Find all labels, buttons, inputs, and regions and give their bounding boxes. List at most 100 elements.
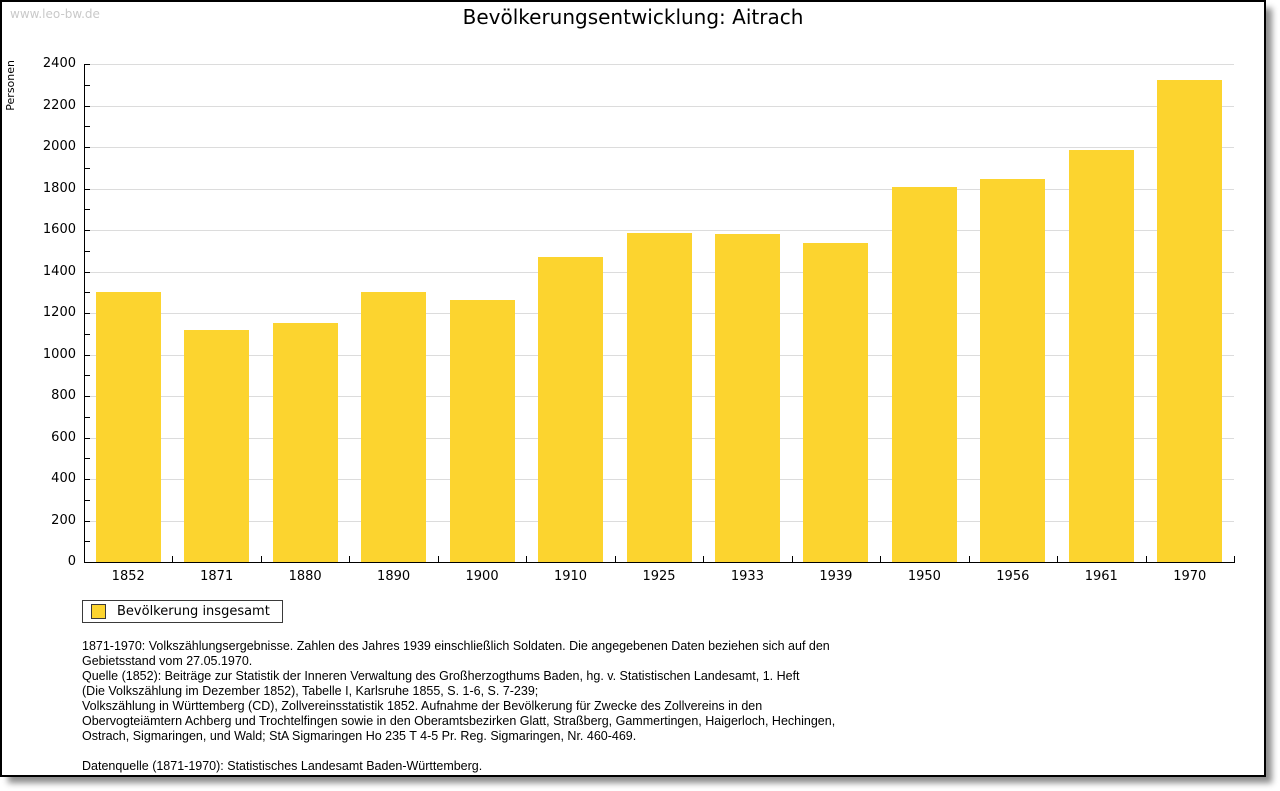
- footnote-line: Ostrach, Sigmaringen, und Wald; StA Sigm…: [82, 729, 637, 743]
- bar: [95, 292, 161, 562]
- x-tick: [703, 556, 705, 562]
- x-tick-label: 1900: [465, 569, 499, 584]
- y-tick: [85, 250, 90, 252]
- y-tick: [85, 375, 90, 377]
- y-tick: [85, 105, 90, 107]
- bar: [361, 292, 427, 562]
- y-tick-label: 400: [51, 471, 76, 486]
- footnote-line: 1871-1970: Volkszählungsergebnisse. Zahl…: [82, 639, 830, 653]
- y-tick: [85, 126, 90, 128]
- bar: [538, 256, 604, 562]
- x-tick: [968, 556, 970, 562]
- y-tick: [85, 396, 90, 397]
- y-tick: [85, 64, 90, 65]
- y-tick: [85, 84, 90, 86]
- legend-label: Bevölkerung insgesamt: [117, 604, 270, 619]
- grid-line: [84, 188, 1234, 190]
- y-tick-label: 1800: [42, 180, 76, 196]
- y-tick-label: 1200: [42, 305, 76, 320]
- x-tick-label: 1890: [377, 569, 411, 584]
- x-tick-label: 1933: [730, 569, 764, 584]
- y-tick: [85, 479, 90, 480]
- x-tick: [1057, 556, 1059, 562]
- x-tick-label: 1852: [111, 569, 145, 584]
- bar: [626, 232, 692, 562]
- x-tick-label: 1961: [1084, 569, 1118, 584]
- y-axis-line: [84, 64, 85, 563]
- y-tick: [85, 313, 90, 314]
- y-tick: [85, 209, 90, 211]
- footnote-line: Quelle (1852): Beiträge zur Statistik de…: [82, 669, 800, 683]
- y-tick-label: 800: [51, 388, 76, 403]
- footnote-lines: 1871-1970: Volkszählungsergebnisse. Zahl…: [82, 639, 942, 744]
- y-tick-label: 600: [51, 429, 76, 445]
- y-tick: [85, 292, 90, 294]
- bar: [449, 299, 515, 562]
- footnote-line: Volkszählung in Württemberg (CD), Zollve…: [82, 699, 763, 713]
- x-tick: [880, 556, 882, 562]
- x-tick: [349, 556, 351, 562]
- bar: [891, 187, 957, 562]
- bar: [803, 243, 869, 562]
- footnote-line: Obervogteiämtern Achberg und Trochtelfin…: [82, 714, 836, 728]
- x-tick-label: 1970: [1173, 569, 1207, 584]
- y-tick: [85, 520, 90, 522]
- grid-line: [84, 230, 1234, 231]
- chart-page: www.leo-bw.de Bevölkerungsentwicklung: A…: [0, 0, 1266, 777]
- grid-line: [84, 147, 1234, 148]
- y-tick-label: 2200: [42, 97, 76, 113]
- y-tick: [85, 230, 90, 231]
- x-tick: [172, 556, 174, 562]
- y-tick: [85, 333, 90, 335]
- footnotes: 1871-1970: Volkszählungsergebnisse. Zahl…: [82, 639, 942, 774]
- bar: [272, 322, 338, 562]
- x-tick: [526, 556, 528, 562]
- y-tick-label: 1400: [42, 263, 76, 279]
- bar: [1068, 150, 1134, 562]
- bar: [980, 179, 1046, 562]
- x-tick-label: 1910: [553, 569, 588, 584]
- bar: [714, 234, 780, 562]
- x-tick: [1234, 556, 1235, 562]
- x-tick-label: 1956: [996, 569, 1030, 584]
- y-tick: [85, 354, 90, 356]
- plot-area: 0 200 400 600 800 1000 1200 1400 1600 1800 2000 220…: [2, 2, 1264, 775]
- y-tick-label: 1000: [42, 346, 76, 362]
- grid-line: [84, 64, 1234, 65]
- footnote-line: (Die Volkszählung im Dezember 1852), Tab…: [82, 684, 539, 698]
- watermark: www.leo-bw.de: [10, 7, 100, 21]
- x-tick-label: 1925: [642, 569, 676, 584]
- y-tick: [85, 437, 90, 439]
- bar: [184, 329, 250, 562]
- x-tick: [437, 556, 439, 562]
- y-tick-label: 2000: [42, 139, 76, 154]
- y-tick: [85, 458, 90, 460]
- x-axis-line: [84, 562, 1235, 563]
- footnote-line: Gebietsstand vom 27.05.1970.: [82, 654, 253, 668]
- x-tick-label: 1950: [907, 569, 941, 584]
- y-tick-label: 2400: [42, 56, 76, 71]
- y-tick: [85, 416, 90, 418]
- x-tick: [614, 556, 616, 562]
- y-tick: [85, 499, 90, 501]
- x-tick: [791, 556, 793, 562]
- x-tick: [260, 556, 262, 562]
- x-tick-label: 1871: [200, 569, 234, 584]
- legend-swatch-icon: [91, 604, 106, 619]
- x-tick: [1145, 556, 1147, 562]
- x-tick-label: 1939: [819, 569, 853, 584]
- datasource-line: Datenquelle (1871-1970): Statistisches L…: [82, 759, 483, 773]
- y-tick: [85, 167, 90, 169]
- y-tick-label: 0: [67, 554, 76, 569]
- y-tick-label: 200: [51, 512, 76, 528]
- y-tick: [85, 188, 90, 190]
- grid-line: [84, 105, 1234, 107]
- y-tick-label: 1600: [42, 222, 76, 237]
- y-tick: [85, 541, 90, 543]
- y-tick: [85, 271, 90, 273]
- chart-title: Bevölkerungsentwicklung: Aitrach: [462, 5, 804, 29]
- bar: [1157, 80, 1223, 562]
- x-tick-label: 1880: [288, 569, 322, 584]
- y-tick: [85, 147, 90, 148]
- legend-box: Bevölkerung insgesamt: [82, 600, 283, 623]
